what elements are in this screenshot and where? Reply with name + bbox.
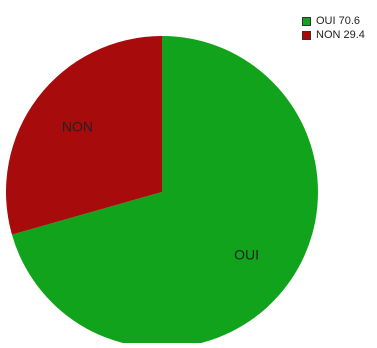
legend-swatch-oui <box>302 16 311 26</box>
pie-slice-oui <box>11 36 318 348</box>
pie-slice-labels: OUI NON <box>62 119 259 263</box>
pie-slice-label-oui: OUI <box>234 247 259 263</box>
pie-slices <box>5 35 318 348</box>
legend-swatch-non <box>302 30 311 40</box>
chart-legend: OUI 70.6 NON 29.4 <box>302 14 365 42</box>
legend-label-non: NON 29.4 <box>316 29 365 41</box>
pie-slice-label-non: NON <box>62 119 93 135</box>
pie-slice-non <box>5 35 163 235</box>
legend-item-non: NON 29.4 <box>302 28 365 42</box>
legend-item-oui: OUI 70.6 <box>302 14 365 28</box>
legend-label-oui: OUI 70.6 <box>316 15 361 27</box>
